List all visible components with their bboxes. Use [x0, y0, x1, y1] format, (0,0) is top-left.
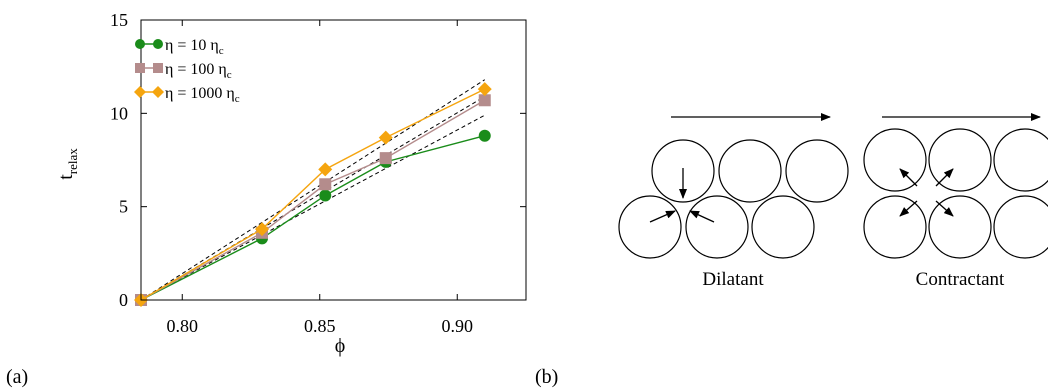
data-point-diamond	[255, 222, 269, 237]
ticks-layer: 0.80 0.85 0.90 0 5 10 15	[110, 10, 526, 336]
legend-label-sub: c	[235, 93, 240, 105]
particle-circle	[863, 128, 927, 192]
particle-circle	[993, 128, 1048, 192]
legend-label-main: η = 100 η	[165, 61, 227, 78]
data-point-diamond	[378, 130, 393, 145]
legend-marker-circle	[135, 39, 145, 49]
particle-circle	[785, 139, 849, 203]
legend: η = 10 ηcη = 100 ηcη = 1000 ηc	[134, 37, 240, 105]
y-tick-label: 10	[110, 103, 128, 123]
contractant-schematic: Contractant	[863, 113, 1048, 290]
particle-circle	[718, 139, 782, 203]
particle-circle	[928, 128, 992, 192]
data-point-square	[379, 152, 392, 165]
x-tick-label: 0.90	[442, 316, 474, 336]
dilatant-schematic: Dilatant	[618, 113, 849, 290]
plot-frame	[140, 19, 527, 301]
force-arrow	[899, 200, 918, 217]
data-point-diamond	[318, 162, 333, 177]
legend-marker-square	[153, 63, 163, 73]
series-layer	[134, 82, 492, 307]
force-arrow	[935, 200, 954, 217]
data-point-diamond	[477, 82, 492, 97]
series-line	[140, 135, 485, 301]
dilatant-caption: Dilatant	[702, 269, 764, 290]
y-tick-label: 0	[119, 290, 128, 310]
force-arrow	[935, 168, 954, 187]
data-point-square	[478, 94, 491, 107]
particle-circle	[685, 195, 749, 259]
y-axis-label: trelax	[55, 148, 80, 180]
legend-label-sub: c	[219, 45, 224, 57]
particle-circle	[618, 195, 682, 259]
x-axis-label: ϕ	[335, 335, 346, 357]
legend-label-sub: c	[227, 69, 232, 81]
legend-marker-diamond	[134, 86, 146, 98]
data-point-circle	[478, 129, 491, 142]
legend-marker-diamond	[152, 86, 164, 98]
panel-a-label: (a)	[6, 366, 28, 388]
reference-lines-layer	[140, 79, 486, 301]
data-point-circle	[319, 189, 332, 202]
legend-label: η = 10 ηc	[165, 37, 224, 57]
legend-marker-circle	[153, 39, 163, 49]
legend-label-main: η = 1000 η	[165, 85, 235, 102]
data-point-square	[319, 178, 332, 191]
legend-label: η = 100 ηc	[165, 61, 232, 81]
particle-circle	[928, 195, 992, 259]
x-tick-label: 0.85	[304, 316, 336, 336]
legend-label: η = 1000 ηc	[165, 85, 240, 105]
y-axis-label-sub: relax	[65, 148, 80, 174]
legend-label-main: η = 10 η	[165, 37, 219, 54]
force-arrow	[649, 210, 676, 223]
y-tick-label: 15	[110, 10, 128, 30]
force-arrow	[689, 210, 715, 223]
reference-line-dashed	[140, 114, 485, 301]
schematic-panel: Dilatant Contractant (b)	[535, 113, 1048, 388]
panel-b-label: (b)	[535, 366, 558, 388]
y-tick-label: 5	[119, 197, 128, 217]
contractant-caption: Contractant	[916, 269, 1005, 290]
force-arrow	[899, 168, 918, 187]
legend-marker-square	[135, 63, 145, 73]
particle-circle	[863, 195, 927, 259]
particle-circle	[751, 195, 815, 259]
particle-circle	[993, 195, 1048, 259]
x-tick-label: 0.80	[167, 316, 199, 336]
y-axis-label-main: t	[55, 174, 77, 180]
reference-line-dashed	[140, 79, 486, 301]
